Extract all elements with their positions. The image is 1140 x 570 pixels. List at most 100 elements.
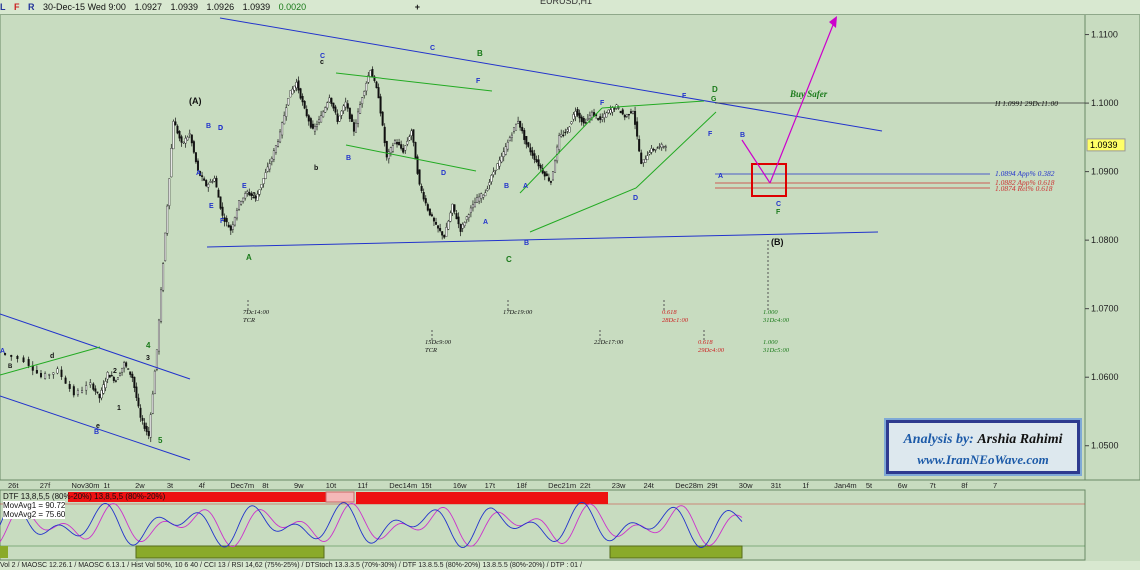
wave-label: c xyxy=(320,59,324,66)
candle-body xyxy=(539,164,542,169)
y-tick-label: 1.0600 xyxy=(1091,372,1119,382)
candle-body xyxy=(512,127,515,132)
candle-body xyxy=(609,109,612,114)
wave-label: B xyxy=(524,240,529,247)
candle-body xyxy=(437,225,440,229)
candle-body xyxy=(311,123,314,129)
candle-body xyxy=(4,353,7,355)
candle-body xyxy=(342,105,345,111)
candle-body xyxy=(141,417,144,421)
candle-body xyxy=(480,193,483,199)
candle-body xyxy=(56,368,59,374)
candle-body xyxy=(283,115,286,125)
candle-body xyxy=(418,169,421,185)
candle-body xyxy=(586,118,589,121)
candle-body xyxy=(625,114,628,117)
candle-body xyxy=(338,115,341,122)
candle-body xyxy=(127,368,130,370)
time-label: 17Dc19:00 xyxy=(503,309,533,316)
candle-body xyxy=(318,119,321,123)
candle-body xyxy=(180,136,183,143)
time-label: 1.000 xyxy=(763,309,778,316)
candle-body xyxy=(504,146,507,155)
candle-body xyxy=(157,319,160,352)
candle-body xyxy=(35,369,38,374)
wave-label: G xyxy=(711,96,717,103)
level-label-0382: 1.0894 App% 0.382 xyxy=(995,169,1055,178)
candle-body xyxy=(578,112,581,119)
candle-body xyxy=(289,90,292,98)
wave-f-line xyxy=(635,111,717,189)
wave-c-line-1 xyxy=(519,107,603,194)
candle-body xyxy=(250,193,253,197)
wave-label: (A) xyxy=(189,96,202,106)
wave-label: A xyxy=(483,219,488,226)
candle-body xyxy=(543,171,546,177)
x-tick-label: 7t xyxy=(929,481,936,490)
candle-body xyxy=(599,116,602,120)
wave-label: F xyxy=(708,131,713,138)
candle-body xyxy=(131,373,134,378)
candle-body xyxy=(432,217,435,222)
candle-body xyxy=(478,196,481,202)
x-tick-label: 7 xyxy=(993,481,997,490)
candle-body xyxy=(420,185,423,192)
add-indicator-button[interactable]: + xyxy=(414,2,420,12)
candle-body xyxy=(346,103,349,109)
candle-body xyxy=(385,141,388,158)
candle-body xyxy=(652,149,655,151)
projection-arrowhead xyxy=(829,16,837,28)
candle-body xyxy=(373,76,376,81)
candle-body xyxy=(110,375,113,377)
candle-body xyxy=(324,107,327,113)
candle-body xyxy=(178,131,181,139)
toolbar-button-l[interactable]: L xyxy=(0,2,6,12)
candle-body xyxy=(617,107,620,109)
window-title: EURUSD,H1 xyxy=(540,0,593,6)
candle-body xyxy=(488,182,491,186)
candle-body xyxy=(240,201,243,205)
candle-body xyxy=(291,88,294,95)
candle-body xyxy=(554,160,557,173)
candle-body xyxy=(408,136,411,141)
wave-label: 2 xyxy=(113,368,117,375)
candle-body xyxy=(170,148,173,178)
candle-body xyxy=(494,169,497,172)
candle-body xyxy=(350,114,353,122)
plot-area xyxy=(0,13,1086,481)
candle-body xyxy=(48,374,51,376)
candle-body xyxy=(465,216,468,220)
channel-bottom xyxy=(345,144,477,172)
left-upper-trendline xyxy=(0,313,191,380)
candle-body xyxy=(375,81,378,89)
candle-body xyxy=(611,107,614,113)
candle-body xyxy=(648,152,651,155)
y-tick-label: 1.0900 xyxy=(1091,167,1119,177)
candle-body xyxy=(209,181,212,183)
candle-body xyxy=(377,87,380,99)
candle-body xyxy=(270,158,273,162)
candle-body xyxy=(186,136,189,141)
wave-label: F xyxy=(682,93,687,100)
toolbar-button-f[interactable]: F xyxy=(14,2,20,12)
time-label: TCR xyxy=(243,317,255,324)
candle-body xyxy=(100,390,103,399)
credit-website[interactable]: www.IranNEoWave.com xyxy=(917,452,1049,467)
candle-body xyxy=(547,177,550,181)
candle-body xyxy=(463,222,466,226)
osc-oversold-zone-0 xyxy=(0,546,8,558)
candle-body xyxy=(221,206,224,216)
candle-body xyxy=(213,178,216,182)
wave-label: e xyxy=(96,423,100,430)
candle-body xyxy=(396,142,399,145)
toolbar-button-r[interactable]: R xyxy=(28,2,35,12)
candle-body xyxy=(560,134,563,137)
candle-body xyxy=(549,181,552,183)
upper-trendline xyxy=(219,17,883,132)
candle-body xyxy=(205,180,208,187)
candle-body xyxy=(365,83,368,92)
candle-body xyxy=(81,390,84,393)
x-tick-label: 23w xyxy=(612,481,626,490)
candle-body xyxy=(143,422,146,429)
